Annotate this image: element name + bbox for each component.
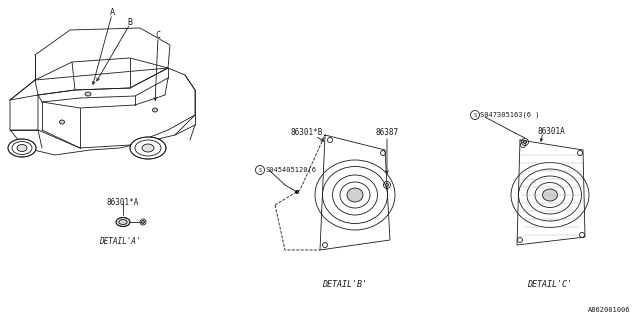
Text: 86301A: 86301A xyxy=(537,127,564,136)
Ellipse shape xyxy=(116,218,130,227)
Text: 86387: 86387 xyxy=(375,128,398,137)
Ellipse shape xyxy=(543,189,557,201)
Text: C: C xyxy=(156,30,161,39)
Ellipse shape xyxy=(85,92,91,96)
Ellipse shape xyxy=(296,190,298,194)
Ellipse shape xyxy=(142,144,154,152)
Ellipse shape xyxy=(60,120,65,124)
Ellipse shape xyxy=(524,140,527,143)
Ellipse shape xyxy=(8,139,36,157)
Text: S045405120(6: S045405120(6 xyxy=(265,167,316,173)
Text: S047305163(6 ): S047305163(6 ) xyxy=(480,112,540,118)
Text: 86301*B: 86301*B xyxy=(290,128,323,137)
Text: 86301*A: 86301*A xyxy=(107,198,139,207)
Ellipse shape xyxy=(152,108,157,112)
Text: DETAIL'B': DETAIL'B' xyxy=(323,280,367,289)
Ellipse shape xyxy=(141,220,145,223)
Text: S: S xyxy=(474,113,477,117)
Ellipse shape xyxy=(385,183,388,187)
Text: S: S xyxy=(259,167,262,172)
Ellipse shape xyxy=(347,188,363,202)
Text: A: A xyxy=(109,7,115,17)
Text: DETAIL'C': DETAIL'C' xyxy=(527,280,573,289)
Ellipse shape xyxy=(17,145,27,151)
Ellipse shape xyxy=(130,137,166,159)
Text: A862001006: A862001006 xyxy=(588,307,630,313)
Text: B: B xyxy=(127,18,132,27)
Text: DETAIL'A': DETAIL'A' xyxy=(99,237,141,246)
